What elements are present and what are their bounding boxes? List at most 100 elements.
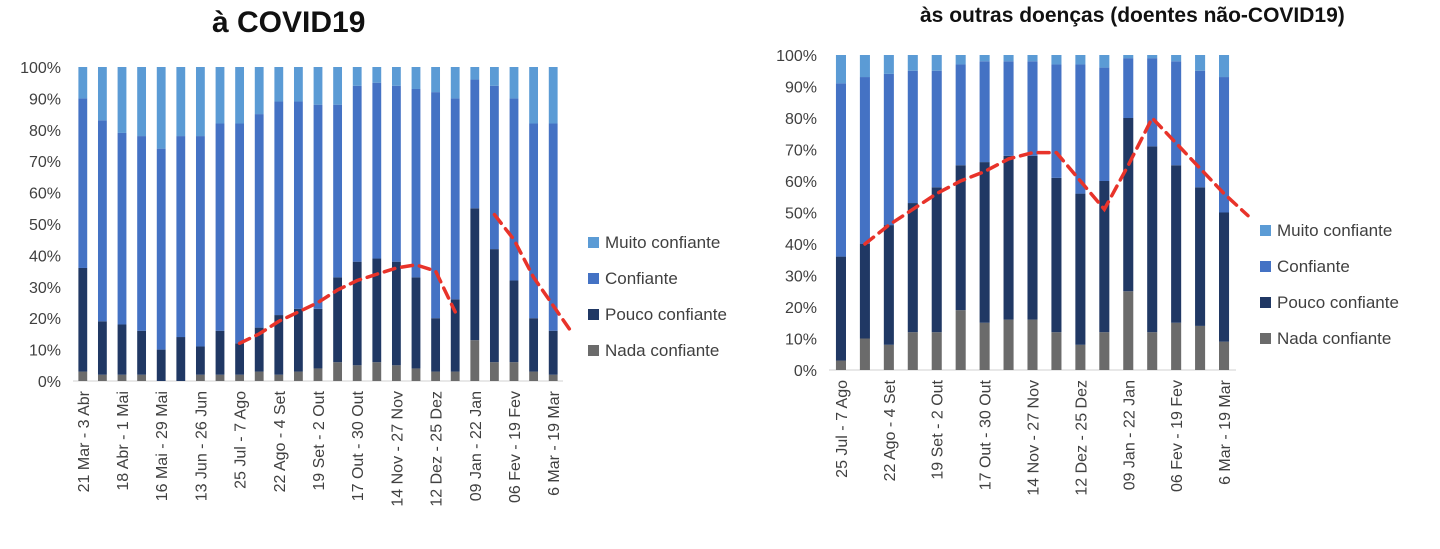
bar-segment [509, 67, 519, 99]
chart-title: às outras doenças (doentes não-COVID19) [920, 4, 1345, 27]
bar-segment [313, 308, 323, 369]
x-tick-label: 19 Set - 2 Out [930, 379, 947, 479]
bar-segment [1027, 155, 1038, 320]
y-tick-label: 60% [29, 186, 61, 203]
bar-segment [1051, 177, 1062, 333]
bar-segment [1003, 55, 1014, 62]
bar-segment [907, 55, 918, 71]
bar-segment [450, 371, 460, 381]
bar-segment [1219, 212, 1230, 342]
legend-swatch [1260, 225, 1271, 236]
bar-segment [955, 55, 966, 65]
bar-segment [352, 85, 362, 262]
x-tick-label: 6 Mar - 19 Mar [546, 390, 563, 496]
bar-segment [1123, 291, 1134, 370]
bar-segment [529, 371, 539, 381]
bar-segment [235, 374, 245, 381]
bar-segment [156, 67, 166, 149]
y-tick-label: 0% [38, 374, 61, 391]
bar-segment [372, 67, 382, 83]
bar-segment [1099, 67, 1110, 181]
bar-segment [489, 362, 499, 381]
bar-segment [235, 123, 245, 344]
bar-segment [529, 67, 539, 124]
legend-swatch [588, 273, 599, 284]
y-tick-label: 10% [785, 332, 817, 349]
bar-segment [333, 362, 343, 381]
bar-segment [176, 136, 186, 338]
bar-segment [1099, 181, 1110, 333]
legend-label: Pouco confiante [1277, 293, 1399, 312]
bar-segment [1003, 61, 1014, 156]
x-tick-label: 25 Jul - 7 Ago [834, 380, 851, 478]
x-tick-label: 16 Mai - 29 Mai [154, 391, 171, 501]
bar-segment [907, 70, 918, 204]
bar-segment [352, 261, 362, 366]
bar-segment [117, 67, 127, 133]
y-tick-label: 0% [794, 363, 817, 380]
bar-segment [97, 321, 107, 375]
legend-swatch [588, 237, 599, 248]
bar-segment [313, 104, 323, 309]
bar-segment [931, 70, 942, 188]
bar-segment [489, 249, 499, 363]
bar-segment [1219, 77, 1230, 213]
bar-segment [1195, 70, 1206, 188]
x-tick-label: 22 Ago - 4 Set [882, 379, 899, 481]
bar-segment [835, 83, 846, 257]
bar-segment [391, 85, 401, 262]
legend-swatch [1260, 297, 1271, 308]
y-tick-label: 40% [29, 248, 61, 265]
bar-segment [509, 280, 519, 363]
bar-segment [931, 55, 942, 71]
y-tick-label: 100% [776, 48, 817, 65]
bar-segment [835, 55, 846, 84]
x-tick-label: 17 Out - 30 Out [350, 390, 367, 501]
bar-segment [1171, 322, 1182, 370]
x-tick-label: 14 Nov - 27 Nov [1026, 380, 1043, 496]
bar-segment [97, 120, 107, 322]
bar-segment [137, 330, 147, 375]
bar-segment [470, 79, 480, 209]
bar-segment [1195, 187, 1206, 326]
bar-segment [883, 225, 894, 345]
bar-segment [1147, 55, 1158, 59]
bar-segment [97, 67, 107, 121]
bar-segment [859, 55, 870, 78]
x-tick-label: 21 Mar - 3 Abr [76, 390, 93, 492]
bar-segment [333, 67, 343, 105]
bar-segment [835, 360, 846, 370]
bar-segment [431, 371, 441, 381]
bar-segment [955, 165, 966, 311]
bar-segment [450, 299, 460, 372]
x-tick-label: 17 Out - 30 Out [978, 379, 995, 490]
bar-segment [859, 244, 870, 339]
bar-segment [979, 55, 990, 62]
bar-segment [931, 332, 942, 370]
bar-segment [450, 67, 460, 99]
bar-segment [1147, 332, 1158, 370]
bar-segment [352, 365, 362, 381]
bar-segment [176, 67, 186, 137]
bar-segment [1027, 319, 1038, 370]
bar-segment [411, 88, 421, 278]
y-tick-label: 70% [785, 143, 817, 160]
bar-segment [979, 162, 990, 323]
x-tick-label: 19 Set - 2 Out [311, 390, 328, 490]
bar-segment [78, 67, 88, 99]
bar-segment [548, 330, 558, 375]
y-tick-label: 80% [785, 111, 817, 128]
y-tick-label: 50% [785, 206, 817, 223]
bar-segment [955, 64, 966, 166]
x-tick-label: 14 Nov - 27 Nov [389, 391, 406, 507]
legend-label: Confiante [1277, 257, 1350, 276]
bar-segment [117, 132, 127, 325]
bar-segment [333, 104, 343, 278]
bar-segment [1123, 58, 1134, 118]
x-tick-label: 12 Dez - 25 Dez [1073, 380, 1090, 496]
legend-swatch [588, 345, 599, 356]
x-tick-label: 25 Jul - 7 Ago [233, 391, 250, 489]
bar-segment [1147, 146, 1158, 333]
x-tick-label: 6 Mar - 19 Mar [1217, 379, 1234, 485]
trend-line [863, 114, 1250, 246]
